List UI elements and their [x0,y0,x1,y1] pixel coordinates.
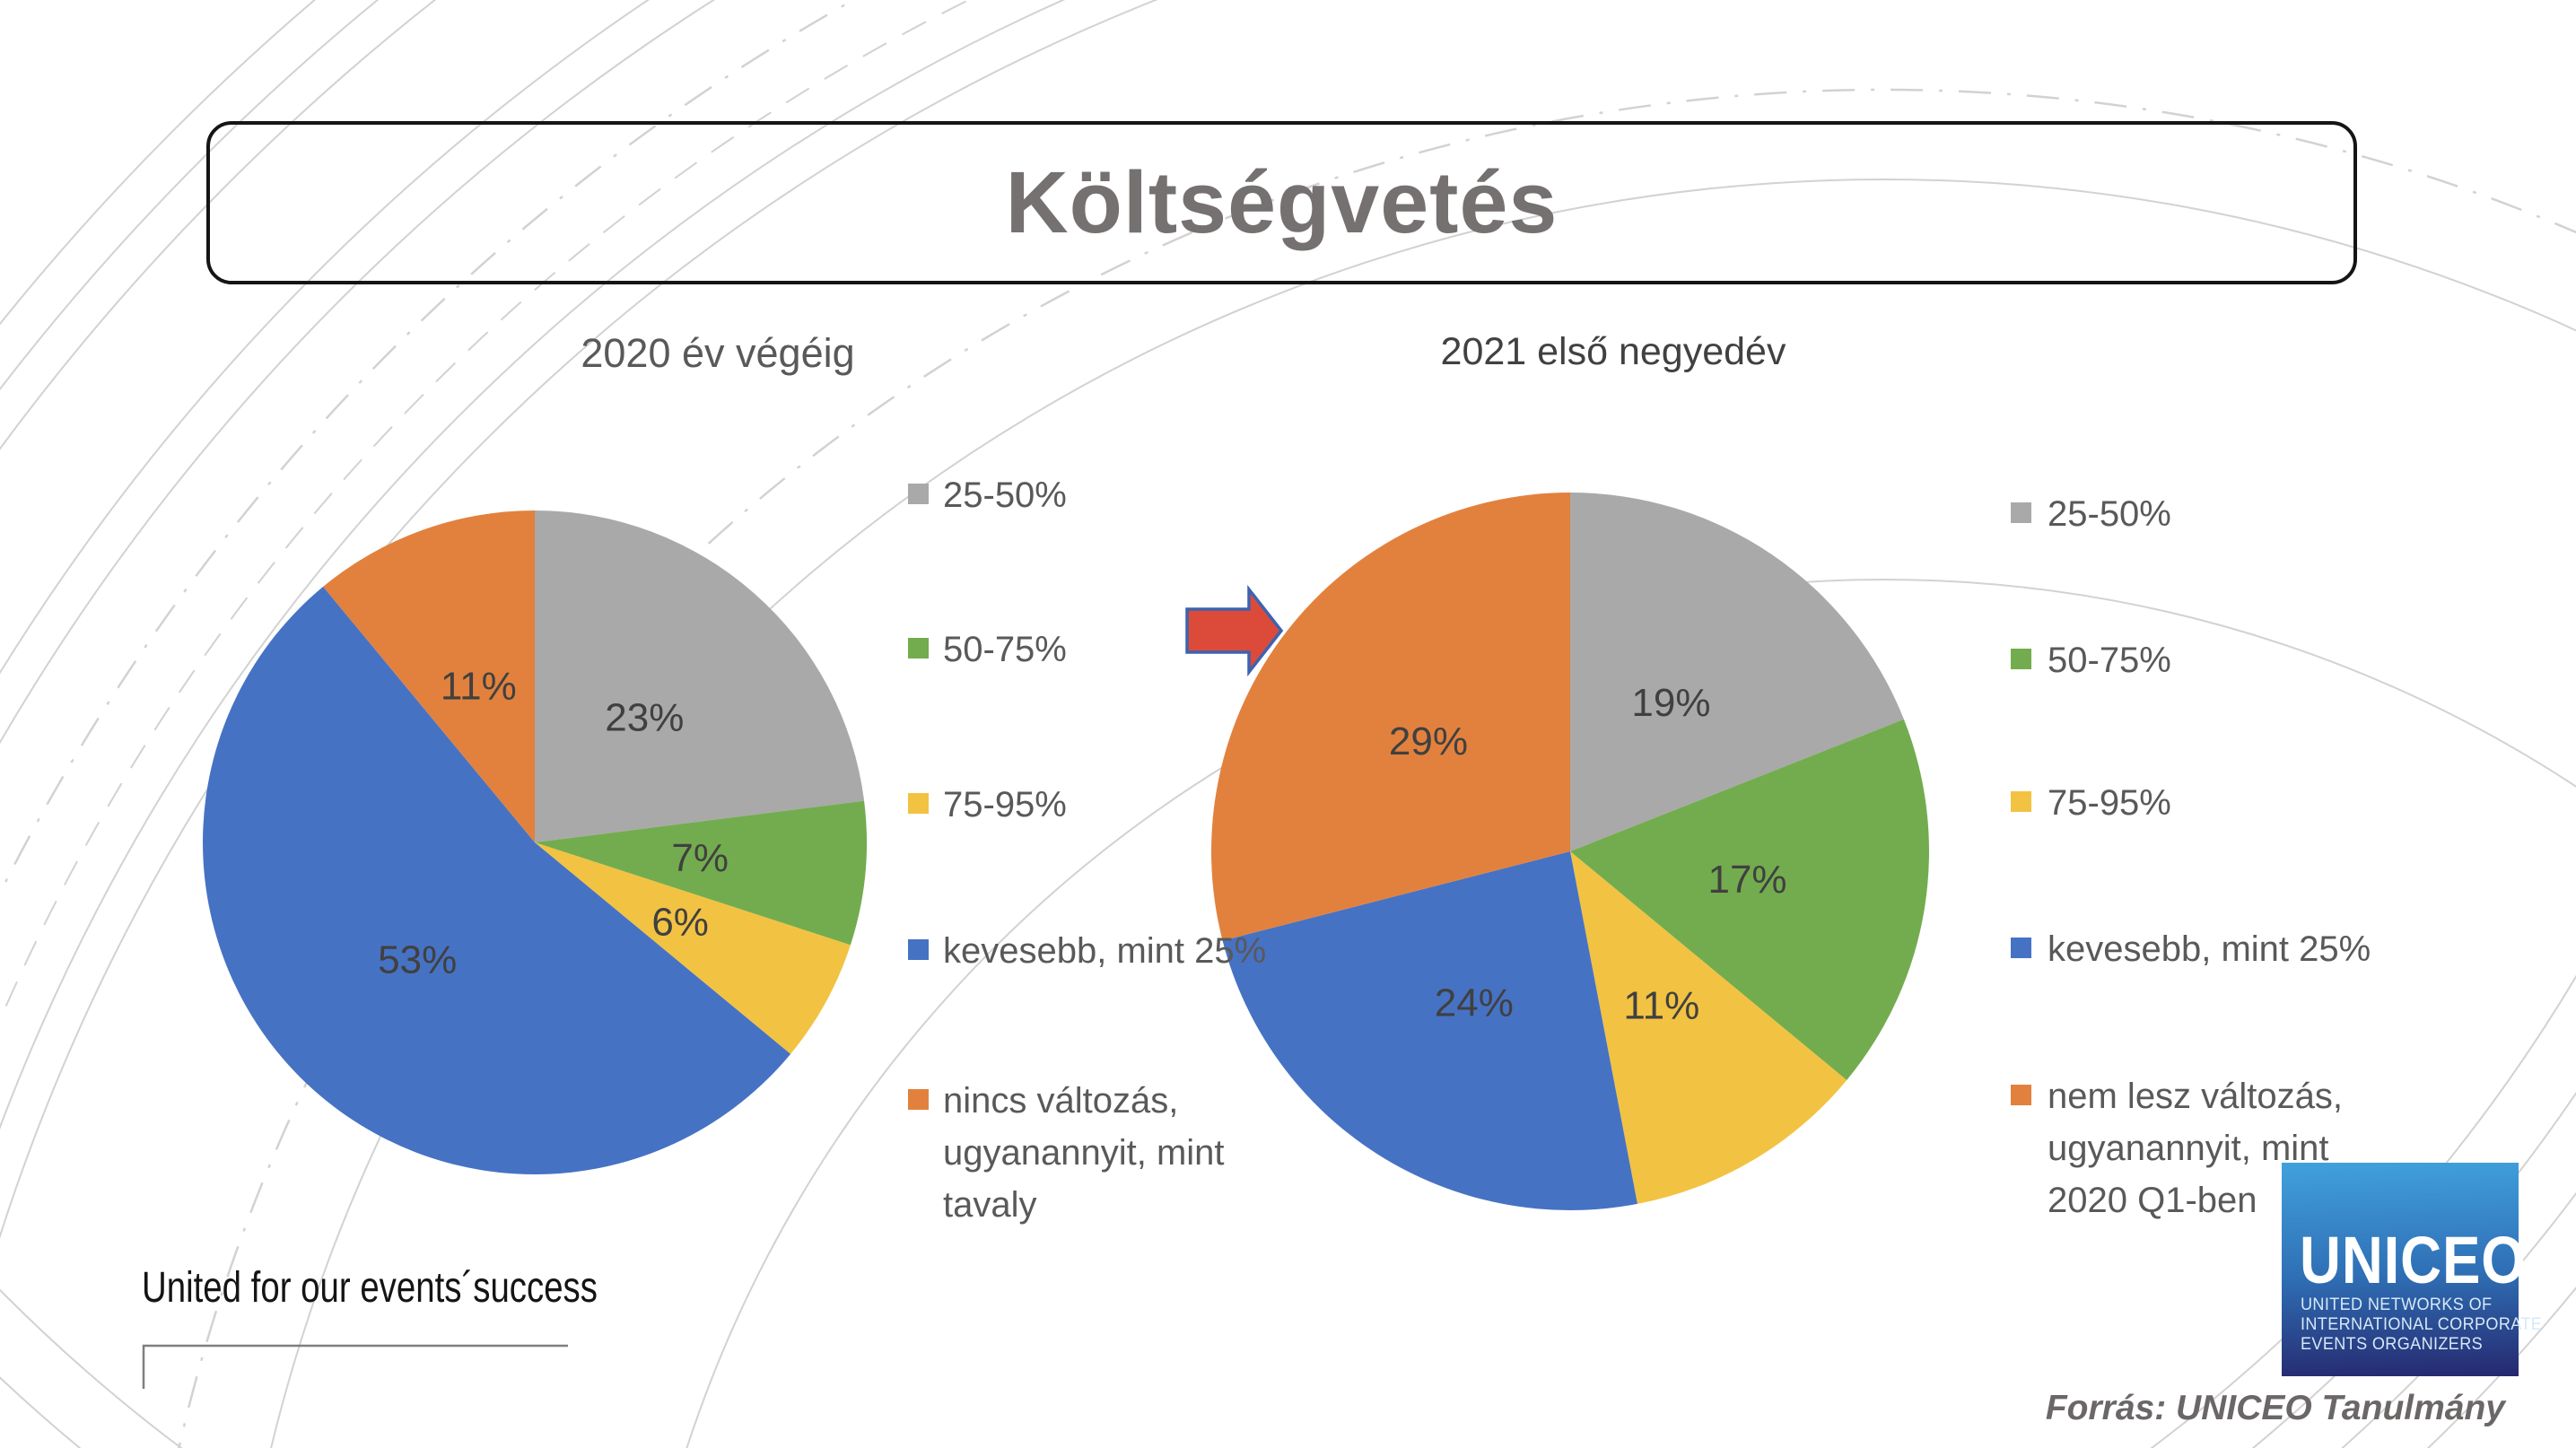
pie-data-label: 17% [1707,858,1786,902]
legend-label: nem lesz változás, ugyanannyit, mint 2020 … [2048,1070,2343,1226]
legend-label: kevesebb, mint 25% [943,925,1266,977]
legend-swatch [2011,937,2031,958]
uniceo-logo-wordmark: UNICEO [2300,1223,2527,1297]
pie-data-label: 7% [671,836,729,880]
pie-data-label: 11% [1623,984,1699,1028]
logo-subline-2: INTERNATIONAL CORPORATE [2301,1315,2543,1334]
uniceo-logo-subtitle: UNITED NETWORKS OF INTERNATIONAL CORPORA… [2301,1295,2542,1355]
uniceo-logo: UNICEO UNITED NETWORKS OF INTERNATIONAL … [2282,1163,2542,1376]
legend-label-line: kevesebb, mint 25% [2048,929,2371,969]
pie-data-label: 23% [605,696,684,740]
legend-label: 25-50% [943,469,1067,521]
legend-swatch [2011,1084,2031,1105]
legend-label-line: 50-75% [943,630,1067,669]
right-arrow-icon [1185,584,1284,677]
legend-label-line: 75-95% [943,785,1067,824]
pie-slice-25-50- [535,510,865,842]
title-box: Költségvetés [206,121,2357,284]
legend-swatch [2011,790,2031,812]
pie-2021: 19% 17% 11% 24% 29% [1211,493,1929,1211]
pie-slice-75-95- [1570,851,1847,1204]
footer-bracket-line [142,1344,568,1389]
chart-title-2021: 2021 első negyedév [1440,330,1786,373]
pie-data-label: 29% [1389,720,1468,763]
legend-swatch [908,483,929,504]
legend-label-line: 25-50% [943,475,1067,515]
pie-2020: 23% 7% 6% 53% 11% [203,510,868,1174]
footer-tagline: United for our events´success [142,1264,598,1312]
pie-data-label: 53% [378,938,457,981]
source-note: Forrás: UNICEO Tanulmány [2045,1389,2505,1427]
pie-slice-75-95- [535,842,851,1054]
pie-slice-25-50- [1570,493,1904,851]
pie-slice-kevesebb-mint-25- [203,586,791,1174]
pie-slice-50-75- [535,800,868,946]
legend-label: 75-95% [943,779,1067,831]
legend-label: 25-50% [2048,488,2171,540]
legend-label: 50-75% [943,624,1067,676]
legend-label-line: kevesebb, mint 25% [943,931,1267,971]
decorative-arc [685,579,2576,1448]
decorative-arc [270,179,2576,1448]
legend-label-line: ugyanannyit, mint [2048,1129,2329,1168]
legend-label-line: tavaly [943,1185,1037,1225]
legend-label: 50-75% [2048,634,2171,686]
legend-label: kevesebb, mint 25% [2048,923,2371,975]
legend-swatch [908,1088,929,1110]
legend-swatch [908,792,929,814]
pie-data-label: 19% [1631,681,1710,725]
legend-label-line: 2020 Q1-ben [2048,1181,2257,1220]
chart-title-2020: 2020 év végéig [581,330,855,376]
legend-swatch [908,637,929,659]
legend-label: nincs változás, ugyanannyit, mint tavaly [943,1075,1225,1231]
legend-label-line: nem lesz változás, [2048,1077,2344,1116]
legend-swatch [2011,648,2031,669]
logo-subline-3: EVENTS ORGANIZERS [2301,1335,2484,1354]
pie-data-label: 6% [651,901,709,945]
legend-label-line: 50-75% [2048,641,2171,680]
legend-label: 75-95% [2048,777,2171,829]
legend-label-line: nincs változás, [943,1081,1179,1121]
legend-label-line: ugyanannyit, mint [943,1133,1225,1173]
pie-data-label: 24% [1435,981,1514,1025]
legend-swatch [2011,502,2031,523]
logo-subline-1: UNITED NETWORKS OF [2301,1295,2493,1314]
pie-slice-nincs-v-ltoz-s-ugyanannyit-mint-tavaly [323,510,535,842]
legend-label-line: 75-95% [2048,783,2171,823]
pie-slice-kevesebb-mint-25- [1222,851,1637,1211]
pie-data-label: 11% [441,664,517,708]
legend-label-line: 25-50% [2048,494,2171,534]
pie-slice-50-75- [1570,719,1929,1080]
pie-slice-nem-lesz-v-ltoz-s-ugyanannyit-mint-2020-q1-ben [1211,493,1570,941]
page-title: Költségvetés [1005,153,1559,251]
legend-swatch [908,938,929,960]
